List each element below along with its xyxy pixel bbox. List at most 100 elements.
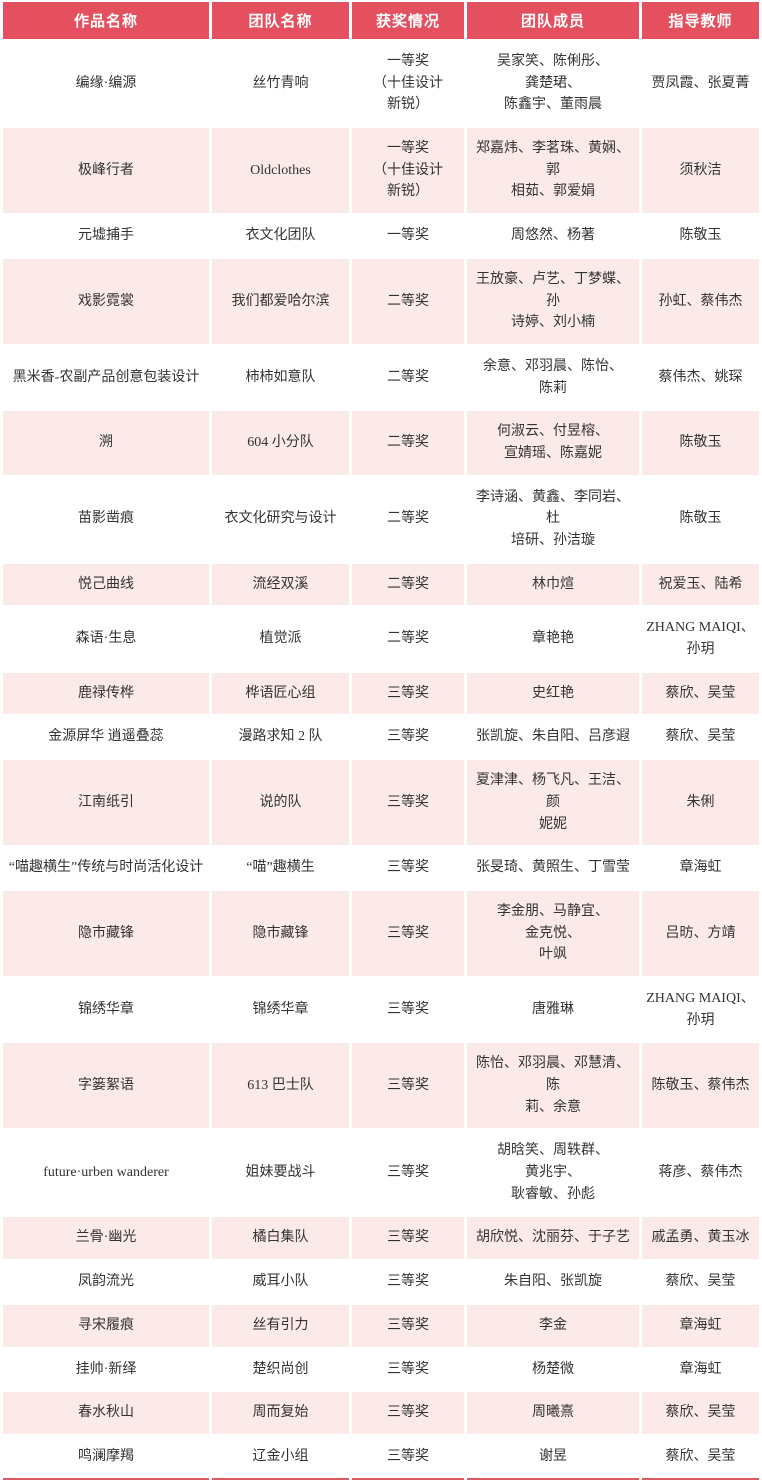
cell-award: 一等奖（十佳设计 新锐） xyxy=(352,41,464,127)
table-row: 字篓絮语 613 巴士队 三等奖 陈怡、邓羽晨、邓慧清、陈 莉、余意 陈敬玉、蔡… xyxy=(3,1043,759,1129)
cell-work-name: 金源屏华 逍遥叠蕊 xyxy=(3,716,209,759)
cell-award: 二等奖 xyxy=(352,563,464,606)
cell-team-name: 周而复始 xyxy=(212,1392,349,1434)
cell-award: 一等奖 xyxy=(352,215,464,257)
table-row: 凤韵流光 威耳小队 三等奖 朱自阳、张凯旋 蔡欣、吴莹 xyxy=(3,1261,759,1303)
cell-advisors: ZHANG MAIQI、孙玥 xyxy=(642,977,759,1042)
cell-team-name: 我们都爱哈尔滨 xyxy=(212,258,349,344)
table-row: 鹿禄传桦 桦语匠心组 三等奖 史红艳 蔡欣、吴莹 xyxy=(3,672,759,715)
cell-team-name: 姐妹要战斗 xyxy=(212,1130,349,1216)
table-row: 溯 604 小分队 二等奖 何淑云、付昱榕、 宣婧瑶、陈嘉妮 陈敬玉 xyxy=(3,411,759,475)
column-header-members: 团队成员 xyxy=(467,2,639,39)
cell-team-name: 漫路求知 2 队 xyxy=(212,716,349,759)
table-row: “喵趣横生”传统与时尚活化设计 “喵”趣横生 三等奖 张旻琦、黄照生、丁雪莹 章… xyxy=(3,847,759,889)
table-row: 江南纸引 说的队 三等奖 夏津津、杨飞凡、王洁、颜 妮妮 朱俐 xyxy=(3,760,759,846)
cell-advisors: 吕昉、方靖 xyxy=(642,890,759,976)
cell-advisors: 蔡欣、吴莹 xyxy=(642,1261,759,1303)
cell-award: 二等奖 xyxy=(352,607,464,671)
cell-work-name: 戏影霓裳 xyxy=(3,258,209,344)
cell-team-name: 锦绣华章 xyxy=(212,977,349,1042)
cell-members: 周悠然、杨著 xyxy=(467,215,639,257)
cell-award: 二等奖 xyxy=(352,411,464,475)
table-row: 春水秋山 周而复始 三等奖 周曦熹 蔡欣、吴莹 xyxy=(3,1392,759,1434)
cell-team-name: 丝有引力 xyxy=(212,1304,349,1347)
cell-award: 二等奖 xyxy=(352,476,464,562)
cell-advisors: 蔡欣、吴莹 xyxy=(642,672,759,715)
cell-advisors: 陈敬玉、蔡伟杰 xyxy=(642,1043,759,1129)
cell-members: 周曦熹 xyxy=(467,1392,639,1434)
table-body: 编缘·编源 丝竹青响 一等奖（十佳设计 新锐） 吴家笑、陈俐彤、龚楚珺、 陈鑫宇… xyxy=(3,41,759,1480)
cell-members: 李金 xyxy=(467,1304,639,1347)
cell-advisors: 蒋彦、蔡伟杰 xyxy=(642,1130,759,1216)
table-row: 极峰行者 Oldclothes 一等奖（十佳设计 新锐） 郑嘉炜、李茗珠、黄娴、… xyxy=(3,128,759,214)
cell-award: 三等奖 xyxy=(352,1348,464,1391)
cell-award: 二等奖 xyxy=(352,345,464,410)
cell-members: 李诗涵、黄鑫、李同岩、杜 培研、孙洁璇 xyxy=(467,476,639,562)
cell-award: 三等奖 xyxy=(352,760,464,846)
cell-advisors: 章海虹 xyxy=(642,847,759,889)
cell-work-name: 鸣澜摩羯 xyxy=(3,1435,209,1480)
column-header-work: 作品名称 xyxy=(3,2,209,39)
table-row: 鸣澜摩羯 辽金小组 三等奖 谢昱 蔡欣、吴莹 xyxy=(3,1435,759,1480)
table-row: 锦绣华章 锦绣华章 三等奖 唐雅琳 ZHANG MAIQI、孙玥 xyxy=(3,977,759,1042)
cell-award: 三等奖 xyxy=(352,716,464,759)
cell-work-name: 寻宋履痕 xyxy=(3,1304,209,1347)
cell-work-name: 悦己曲线 xyxy=(3,563,209,606)
cell-members: 王放豪、卢艺、丁梦蝶、孙 诗婷、刘小楠 xyxy=(467,258,639,344)
cell-award: 三等奖 xyxy=(352,1261,464,1303)
cell-members: 谢昱 xyxy=(467,1435,639,1480)
cell-members: 胡晗笑、周轶群、黄兆宇、 耿睿敏、孙彪 xyxy=(467,1130,639,1216)
cell-award: 三等奖 xyxy=(352,672,464,715)
cell-team-name: 丝竹青响 xyxy=(212,41,349,127)
table-row: 编缘·编源 丝竹青响 一等奖（十佳设计 新锐） 吴家笑、陈俐彤、龚楚珺、 陈鑫宇… xyxy=(3,41,759,127)
cell-work-name: 挂帅·新绎 xyxy=(3,1348,209,1391)
cell-work-name: 苗影凿痕 xyxy=(3,476,209,562)
cell-work-name: 极峰行者 xyxy=(3,128,209,214)
cell-work-name: 鹿禄传桦 xyxy=(3,672,209,715)
cell-award: 三等奖 xyxy=(352,1130,464,1216)
cell-work-name: “喵趣横生”传统与时尚活化设计 xyxy=(3,847,209,889)
cell-team-name: 衣文化研究与设计 xyxy=(212,476,349,562)
cell-members: 朱自阳、张凯旋 xyxy=(467,1261,639,1303)
cell-advisors: 朱俐 xyxy=(642,760,759,846)
cell-award: 三等奖 xyxy=(352,1435,464,1480)
cell-members: 张凯旋、朱自阳、吕彦遐 xyxy=(467,716,639,759)
cell-award: 三等奖 xyxy=(352,1304,464,1347)
cell-team-name: “喵”趣横生 xyxy=(212,847,349,889)
cell-team-name: 隐市藏锋 xyxy=(212,890,349,976)
table-row: 黑米香-农副产品创意包装设计 柿柿如意队 二等奖 余意、邓羽晨、陈怡、陈莉 蔡伟… xyxy=(3,345,759,410)
cell-work-name: future·urben wanderer xyxy=(3,1130,209,1216)
cell-members: 杨楚微 xyxy=(467,1348,639,1391)
cell-members: 余意、邓羽晨、陈怡、陈莉 xyxy=(467,345,639,410)
cell-work-name: 黑米香-农副产品创意包装设计 xyxy=(3,345,209,410)
table-row: 苗影凿痕 衣文化研究与设计 二等奖 李诗涵、黄鑫、李同岩、杜 培研、孙洁璇 陈敬… xyxy=(3,476,759,562)
cell-team-name: 604 小分队 xyxy=(212,411,349,475)
cell-award: 一等奖（十佳设计 新锐） xyxy=(352,128,464,214)
cell-team-name: 楚织尚创 xyxy=(212,1348,349,1391)
table-row: 隐市藏锋 隐市藏锋 三等奖 李金朋、马静宜、金克悦、 叶飒 吕昉、方靖 xyxy=(3,890,759,976)
cell-advisors: 陈敬玉 xyxy=(642,215,759,257)
cell-work-name: 江南纸引 xyxy=(3,760,209,846)
cell-advisors: 蔡欣、吴莹 xyxy=(642,1392,759,1434)
cell-award: 二等奖 xyxy=(352,258,464,344)
cell-work-name: 锦绣华章 xyxy=(3,977,209,1042)
cell-members: 史红艳 xyxy=(467,672,639,715)
cell-members: 吴家笑、陈俐彤、龚楚珺、 陈鑫宇、董雨晨 xyxy=(467,41,639,127)
column-header-award: 获奖情况 xyxy=(352,2,464,39)
table-row: 戏影霓裳 我们都爱哈尔滨 二等奖 王放豪、卢艺、丁梦蝶、孙 诗婷、刘小楠 孙虹、… xyxy=(3,258,759,344)
table-row: future·urben wanderer 姐妹要战斗 三等奖 胡晗笑、周轶群、… xyxy=(3,1130,759,1216)
cell-members: 郑嘉炜、李茗珠、黄娴、郭 相茹、郭爱娟 xyxy=(467,128,639,214)
cell-team-name: 辽金小组 xyxy=(212,1435,349,1480)
table-row: 寻宋履痕 丝有引力 三等奖 李金 章海虹 xyxy=(3,1304,759,1347)
cell-advisors: 祝爱玉、陆希 xyxy=(642,563,759,606)
cell-advisors: 须秋洁 xyxy=(642,128,759,214)
cell-work-name: 隐市藏锋 xyxy=(3,890,209,976)
cell-advisors: 陈敬玉 xyxy=(642,411,759,475)
cell-team-name: Oldclothes xyxy=(212,128,349,214)
cell-team-name: 衣文化团队 xyxy=(212,215,349,257)
cell-members: 李金朋、马静宜、金克悦、 叶飒 xyxy=(467,890,639,976)
cell-work-name: 编缘·编源 xyxy=(3,41,209,127)
cell-team-name: 威耳小队 xyxy=(212,1261,349,1303)
cell-work-name: 溯 xyxy=(3,411,209,475)
